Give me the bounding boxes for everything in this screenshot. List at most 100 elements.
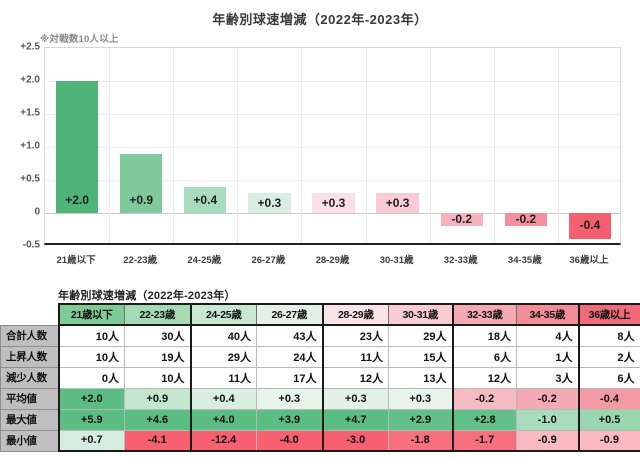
y-axis-tick-label: +2.0: [20, 74, 40, 86]
table-cell: +0.9: [124, 387, 191, 410]
y-axis-tick-label: +1.0: [20, 140, 40, 152]
table-row-label: 最小値: [0, 429, 59, 452]
y-axis-tick-label: +2.5: [20, 41, 40, 53]
table-cell: 12人: [321, 366, 389, 389]
chart-bar-value-label: +2.0: [65, 193, 89, 207]
chart-bar: [440, 213, 483, 227]
table-cell: +0.3: [388, 387, 453, 410]
chart-gridline-v: [109, 48, 111, 243]
x-axis-tick-label: 28-29歳: [315, 255, 350, 266]
table-column-header: 21歳以下: [57, 303, 125, 326]
chart-gridline-v: [557, 48, 559, 243]
table-column-header: 28-29歳: [321, 303, 389, 326]
table-cell: 29人: [388, 324, 453, 347]
table-cell: 11人: [189, 366, 257, 389]
table-cell: -0.9: [577, 429, 640, 452]
table-column-header: 36歳以上: [577, 303, 640, 326]
table-cell: +2.0: [57, 387, 125, 410]
chart-bar: [55, 81, 99, 213]
table-cell: +4.6: [124, 408, 191, 431]
table-cell: 10人: [57, 324, 125, 347]
table-column-header: 34-35歳: [516, 303, 579, 326]
table-body: 合計人数 10人 30人 40人 43人 23人 29人 18人 4人 8人 上昇人数 10人 19人 2…: [0, 324, 640, 452]
table-cell: 3人: [516, 366, 579, 389]
table-corner-cell: [1, 304, 59, 325]
table-row-label: 減少人数: [0, 366, 59, 389]
chart-gridline-h: [45, 114, 620, 115]
chart-plot-area: +2.0 +0.9 +0.4 +0.3 +0.3 +0.3 -0.2 -0.2 -0.4: [44, 47, 621, 245]
chart-bar-value-label: +0.9: [129, 193, 154, 207]
table-cell: 24人: [256, 345, 323, 368]
table-cell: +0.3: [321, 387, 389, 410]
chart-gridline-h: [45, 81, 620, 82]
chart-gridline-v: [365, 48, 367, 243]
table-cell: +2.9: [388, 408, 453, 431]
x-axis-tick-label: 21歳以下: [56, 255, 96, 266]
chart-zero-line: [45, 213, 620, 214]
chart-bar-value-label: -0.4: [579, 218, 601, 233]
chart-bar-value-label: +0.3: [257, 196, 282, 210]
table-cell: -1.8: [388, 429, 453, 452]
table-cell: 1人: [516, 345, 579, 368]
table-cell: 30人: [124, 324, 191, 347]
y-axis-tick-label: +1.5: [20, 107, 40, 119]
table-cell: 18人: [451, 324, 517, 347]
table-cell: +0.4: [189, 387, 257, 410]
x-axis-tick-label: 36歳以上: [569, 255, 609, 266]
table-column-header: 30-31歳: [388, 303, 453, 326]
y-axis-tick-label: -0.5: [22, 239, 40, 251]
table-column-header: 24-25歳: [189, 303, 257, 326]
table-row: 平均値 +2.0 +0.9 +0.4 +0.3 +0.3 +0.3 -0.2 -0.2 -0.4: [0, 387, 640, 410]
chart-title: 年齢別球速増減（2022年-2023年）: [212, 12, 428, 27]
table-column-header: 26-27歳: [256, 303, 323, 326]
table-cell: 23人: [321, 324, 389, 347]
table-cell: -4.1: [124, 429, 191, 452]
table-cell: -4.0: [256, 429, 323, 452]
table-cell: 12人: [451, 366, 517, 389]
chart-bar: [248, 193, 291, 213]
table-row-label: 平均値: [0, 387, 59, 410]
table-cell: 10人: [57, 345, 125, 368]
table-row-label: 上昇人数: [0, 345, 59, 368]
chart-bar: [376, 193, 419, 213]
table-column-header: 22-23歳: [124, 303, 191, 326]
y-axis-tick-label: 0: [34, 206, 40, 218]
chart-gridline-v: [429, 48, 431, 243]
table-cell: 15人: [388, 345, 453, 368]
table-cell: 6人: [577, 366, 640, 389]
chart-gridline-h: [45, 147, 620, 148]
table-cell: -0.2: [451, 387, 517, 410]
table-cell: +0.3: [256, 387, 323, 410]
chart-note: ※対戦数10人以上: [40, 34, 119, 45]
x-axis-tick-label: 26-27歳: [251, 255, 286, 266]
chart-bar-value-label: +0.3: [385, 196, 410, 210]
table-cell: 17人: [256, 366, 323, 389]
chart-bar: [504, 213, 547, 227]
chart-bar: [312, 193, 355, 213]
table-title: 年齢別球速増減（2022年-2023年）: [58, 290, 236, 302]
table-row-label: 最大値: [0, 408, 59, 431]
chart-bar-value-label: -0.2: [515, 211, 537, 226]
table-cell: 29人: [189, 345, 257, 368]
table-cell: 2人: [577, 345, 640, 368]
table-cell: -3.0: [321, 429, 389, 452]
y-axis-tick-label: +0.5: [20, 173, 40, 185]
table-column-header: 32-33歳: [451, 303, 517, 326]
table-cell: 40人: [189, 324, 257, 347]
table-cell: -12.4: [189, 429, 257, 452]
table-row: 最大値 +5.9 +4.6 +4.0 +3.9 +4.7 +2.9 +2.8 -1.0 +0.5: [0, 408, 640, 431]
table-cell: 19人: [124, 345, 191, 368]
table-cell: +4.0: [189, 408, 257, 431]
table-cell: 8人: [577, 324, 640, 347]
table-panel: 年齢別球速増減（2022年-2023年） 21歳以下 22-23歳 24-25歳 26…: [0, 283, 640, 457]
table-cell: +3.9: [256, 408, 323, 431]
data-table: 21歳以下 22-23歳 24-25歳 26-27歳 28-29歳 30-31歳 32-33…: [0, 303, 640, 452]
table-row-label: 合計人数: [0, 324, 59, 347]
table-row: 上昇人数 10人 19人 29人 24人 11人 15人 6人 1人 2人: [0, 345, 640, 368]
x-axis-tick-label: 22-23歳: [123, 255, 158, 266]
x-axis-tick-label: 34-35歳: [507, 255, 542, 266]
table-cell: -0.9: [516, 429, 579, 452]
x-axis-tick-label: 30-31歳: [379, 255, 414, 266]
table-cell: 11人: [321, 345, 389, 368]
chart-panel: 年齢別球速増減（2022年-2023年） ※対戦数10人以上 +2.0 +0.9 +…: [20, 12, 621, 266]
